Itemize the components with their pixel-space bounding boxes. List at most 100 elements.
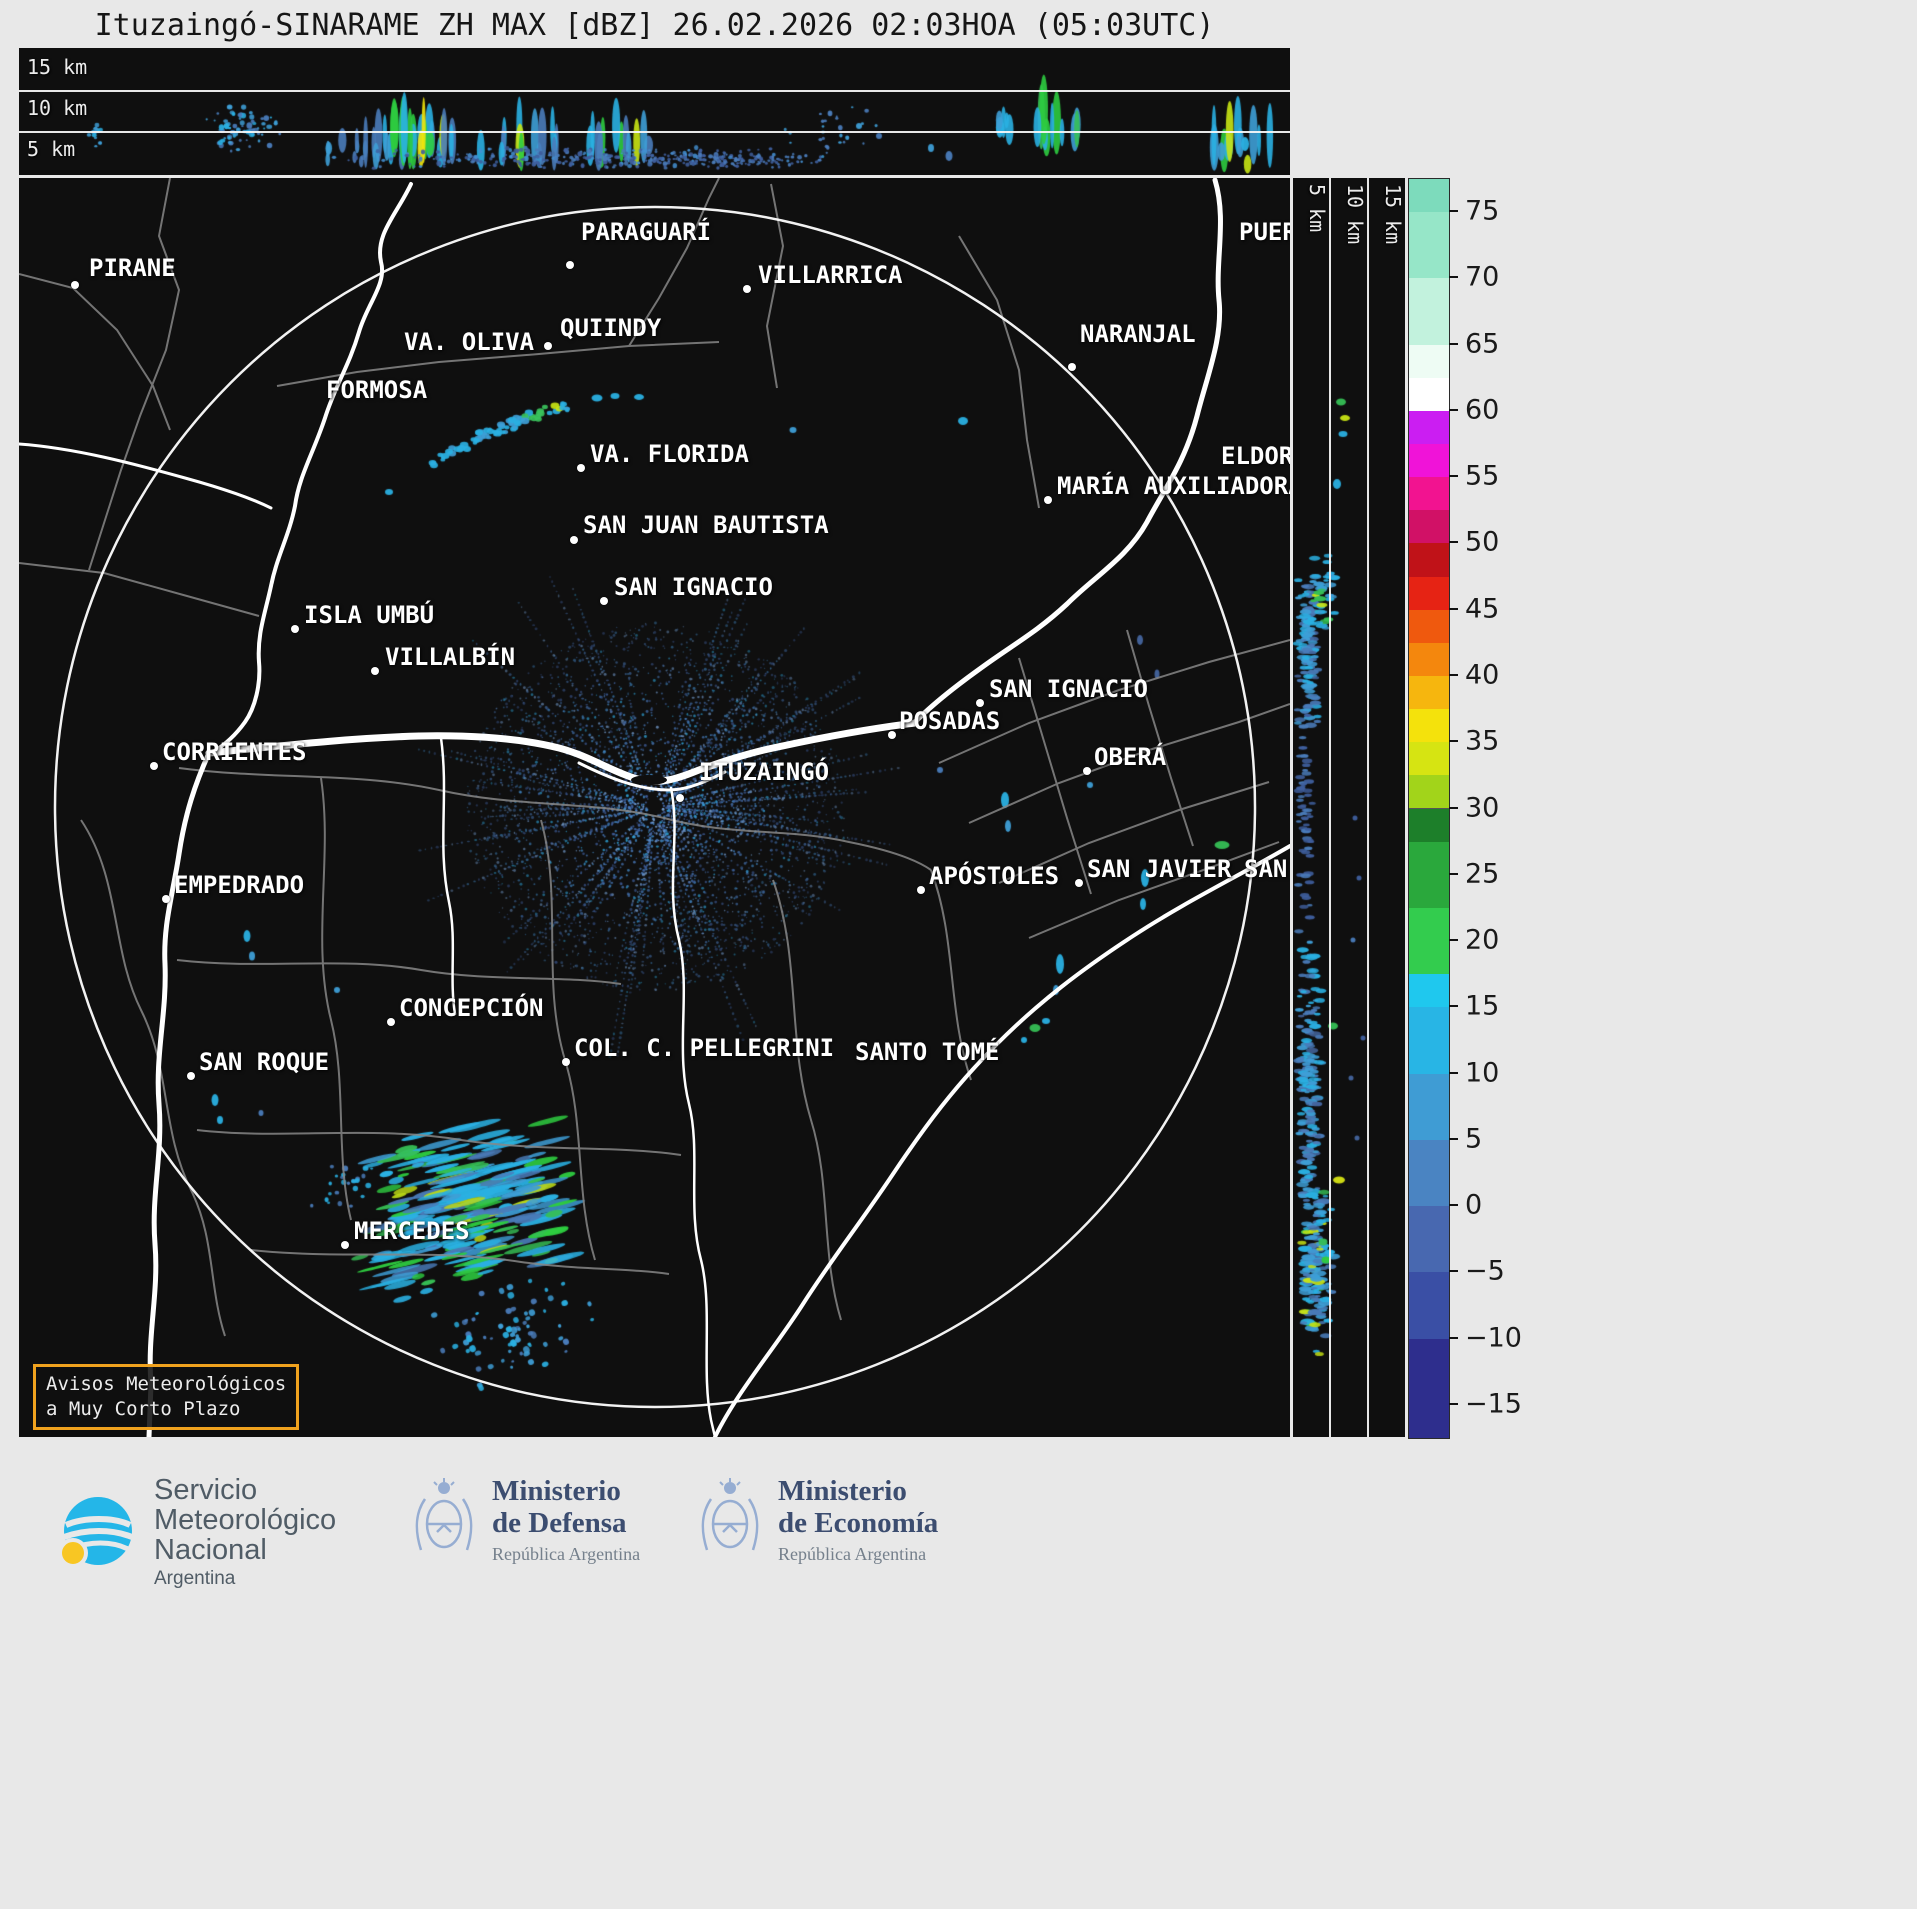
city-label: VA. FLORIDA: [590, 440, 749, 468]
smn-logo-group: Servicio Meteorológico Nacional Argentin…: [52, 1475, 336, 1591]
axis-label-10km-v: 10 km: [1343, 184, 1367, 245]
colorbar-tick-mark: [1449, 607, 1458, 610]
page-title: Ituzaingó-SINARAME ZH MAX [dBZ] 26.02.20…: [94, 8, 1215, 43]
colorbar-tick-label: 70: [1465, 261, 1500, 293]
colorbar-tick-label: 25: [1465, 858, 1500, 890]
defensa-logo-group: Ministerio de Defensa República Argentin…: [412, 1475, 640, 1565]
city-label: FORMOSA: [326, 376, 428, 404]
colorbar-tick-mark: [1449, 740, 1458, 743]
defensa-line-1: Ministerio: [492, 1475, 621, 1507]
colorbar-tick-label: 10: [1465, 1057, 1500, 1089]
colorbar-segment: [1409, 1338, 1449, 1438]
axis-label-5km-v: 5 km: [1305, 184, 1329, 233]
city-marker: [577, 464, 585, 472]
city-label: MARÍA AUXILIADORA: [1057, 472, 1290, 500]
city-marker: [570, 536, 578, 544]
colorbar-tick-label: 0: [1465, 1189, 1483, 1221]
economia-logo-text: Ministerio de Economía República Argenti…: [778, 1475, 938, 1565]
city-label: ITUZAINGÓ: [699, 758, 830, 786]
economia-logo-group: Ministerio de Economía República Argenti…: [698, 1475, 938, 1565]
right-profile-echo-canvas: [1293, 178, 1405, 1437]
city-marker: [600, 597, 608, 605]
colorbar-tick-mark: [1449, 1071, 1458, 1074]
city-marker: [341, 1241, 349, 1249]
colorbar-segment: [1409, 642, 1449, 676]
colorbar-segment: [1409, 1139, 1449, 1207]
city-label: SAN JUAN BAUTISTA: [583, 511, 829, 539]
colorbar-segment: [1409, 742, 1449, 776]
colorbar-segment: [1409, 907, 1449, 975]
colorbar-tick-label: 5: [1465, 1123, 1483, 1155]
colorbar-tick-label: 20: [1465, 924, 1500, 956]
top-profile-echo-canvas: [19, 48, 1290, 175]
colorbar-tick-label: 40: [1465, 659, 1500, 691]
economia-sub: República Argentina: [778, 1544, 927, 1564]
colorbar-segment: [1409, 1073, 1449, 1140]
defensa-crest-icon: [415, 1478, 473, 1551]
colorbar-tick-mark: [1449, 806, 1458, 809]
city-label: SAN IGNACIO: [989, 675, 1148, 703]
colorbar-tick-label: 35: [1465, 725, 1500, 757]
city-marker: [371, 667, 379, 675]
smn-logo-text: Servicio Meteorológico Nacional Argentin…: [154, 1475, 336, 1591]
axis-label-15km-v: 15 km: [1381, 184, 1405, 245]
province-boundaries: [19, 178, 1290, 1337]
colorbar-tick-mark: [1449, 475, 1458, 478]
city-marker: [1083, 767, 1091, 775]
radar-echo-canvas: [19, 178, 1290, 1437]
colorbar-segment: [1409, 377, 1449, 411]
colorbar-tick-label: 15: [1465, 990, 1500, 1022]
height-gridline-10km-v: [1367, 178, 1369, 1437]
city-label: APÓSTOLES: [929, 862, 1060, 890]
colorbar-segment: [1409, 576, 1449, 610]
city-label: POSADAS: [899, 707, 1001, 735]
colorbar-segment: [1409, 775, 1449, 809]
city-label: ISLA UMBÚ: [304, 601, 435, 629]
city-labels-layer: PIRANE PARAGUARÍ VILLARRICA VA. OLIVA QUIIND…: [19, 178, 1290, 1437]
colorbar-segment: [1409, 477, 1449, 511]
colorbar-tick-label: 30: [1465, 792, 1500, 823]
footer: Servicio Meteorológico Nacional Argentin…: [0, 1437, 1917, 1909]
colorbar-segment: [1409, 510, 1449, 544]
colorbar-tick-mark: [1449, 1204, 1458, 1207]
colorbar-tick-label: 50: [1465, 526, 1500, 558]
colorbar-segment: [1409, 1272, 1449, 1339]
city-label: SANTO TOMÉ: [855, 1038, 1000, 1066]
height-gridline-5km-v: [1329, 178, 1331, 1437]
city-label: SAN JAVIER: [1087, 855, 1232, 883]
city-label: PIRANE: [89, 254, 176, 282]
dbz-colorbar: [1408, 178, 1450, 1439]
radar-range-circle: [53, 205, 1257, 1409]
colorbar-tick-mark: [1449, 1005, 1458, 1008]
city-marker: [976, 699, 984, 707]
city-label: VILLARRICA: [758, 261, 903, 289]
colorbar-segment: [1409, 675, 1449, 710]
colorbar-tick-label: 65: [1465, 328, 1500, 360]
colorbar-tick-label: 60: [1465, 394, 1500, 426]
city-label: EMPEDRADO: [174, 871, 305, 899]
city-label: CORRIENTES: [162, 738, 307, 766]
colorbar-tick-mark: [1449, 1137, 1458, 1140]
rivers: [19, 178, 1290, 1437]
defensa-sub: República Argentina: [492, 1544, 641, 1564]
colorbar-tick-mark: [1449, 939, 1458, 942]
defensa-line-2: de Defensa: [492, 1507, 627, 1539]
smn-line-1: Servicio: [154, 1474, 258, 1506]
city-marker: [1075, 879, 1083, 887]
city-marker: [1044, 496, 1052, 504]
colorbar-segment: [1409, 543, 1449, 577]
top-height-profile-panel: 15 km 10 km 5 km: [19, 48, 1290, 175]
notice-line-1: Avisos Meteorológicos: [46, 1373, 287, 1395]
colorbar-tick-mark: [1449, 1336, 1458, 1339]
city-label: VA. OLIVA: [404, 328, 535, 356]
city-marker: [888, 731, 896, 739]
colorbar-segment: [1409, 841, 1449, 908]
colorbar-tick-label: −10: [1465, 1322, 1522, 1354]
smn-logo-icon: [58, 1497, 134, 1568]
base-map: [19, 178, 1290, 1437]
economia-line-1: Ministerio: [778, 1475, 907, 1507]
defensa-logo-text: Ministerio de Defensa República Argentin…: [492, 1475, 640, 1565]
colorbar-segment: [1409, 179, 1449, 213]
height-gridline-10km: [19, 90, 1290, 92]
colorbar-segment: [1409, 344, 1449, 378]
